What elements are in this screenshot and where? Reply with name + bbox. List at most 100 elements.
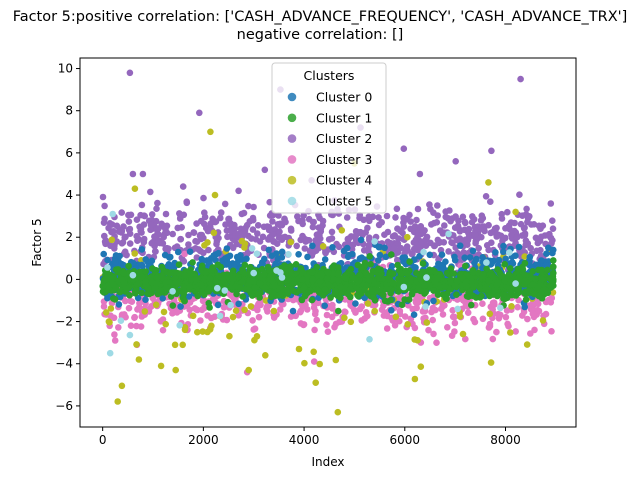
- y-tick-label: 6: [65, 146, 73, 160]
- data-point: [311, 326, 318, 334]
- data-point: [151, 285, 159, 292]
- data-point: [101, 202, 108, 210]
- data-point: [111, 296, 119, 303]
- data-point: [526, 302, 533, 309]
- data-point: [229, 275, 237, 283]
- data-point: [331, 287, 339, 295]
- data-point: [235, 187, 242, 195]
- data-point: [137, 225, 145, 233]
- data-point: [122, 297, 129, 305]
- data-point: [463, 283, 470, 290]
- data-point: [454, 305, 462, 313]
- data-point: [483, 265, 490, 273]
- data-point: [179, 183, 187, 190]
- data-point: [147, 226, 154, 234]
- data-point: [359, 231, 366, 239]
- data-point: [110, 281, 117, 288]
- data-point: [452, 158, 460, 165]
- data-point: [521, 253, 528, 260]
- data-point: [253, 250, 261, 257]
- data-point: [471, 318, 479, 326]
- data-point: [470, 284, 478, 291]
- data-point: [304, 253, 311, 261]
- legend-title: Clusters: [304, 68, 355, 83]
- data-point: [105, 285, 113, 293]
- data-point: [321, 302, 329, 310]
- data-point: [385, 276, 392, 283]
- data-point: [311, 310, 319, 318]
- data-point: [126, 225, 134, 233]
- data-point: [319, 243, 327, 250]
- legend-entry-label: Cluster 0: [316, 90, 372, 105]
- data-point: [233, 253, 241, 261]
- data-point: [274, 255, 282, 263]
- data-point: [549, 217, 556, 224]
- data-point: [381, 244, 388, 252]
- data-point: [517, 75, 524, 83]
- legend: Clusters Cluster 0 Cluster 1 Cluster 2 Clust…: [271, 62, 387, 214]
- data-point: [253, 333, 261, 340]
- data-point: [364, 272, 372, 279]
- data-point: [229, 313, 237, 321]
- data-point: [329, 270, 337, 277]
- data-point: [222, 282, 229, 290]
- data-point: [378, 219, 386, 226]
- data-point: [453, 236, 460, 244]
- data-point: [181, 326, 189, 334]
- data-point: [241, 244, 248, 251]
- data-point: [323, 311, 331, 319]
- data-point: [272, 260, 279, 268]
- data-point: [366, 234, 373, 241]
- data-point: [411, 223, 419, 230]
- data-point: [512, 292, 520, 299]
- data-point: [166, 270, 174, 277]
- data-point: [489, 291, 497, 298]
- data-point: [107, 305, 115, 312]
- data-point: [420, 248, 427, 256]
- data-point: [550, 269, 557, 277]
- y-tick-label: 2: [65, 230, 73, 244]
- data-point: [477, 217, 485, 224]
- legend-marker: [287, 113, 297, 123]
- data-point: [115, 301, 123, 308]
- data-point: [197, 317, 204, 324]
- data-point: [343, 214, 351, 221]
- data-point: [186, 248, 194, 255]
- data-point: [223, 245, 231, 252]
- data-point: [374, 281, 381, 288]
- data-point: [209, 216, 217, 224]
- data-point: [178, 224, 185, 231]
- data-point: [371, 238, 378, 245]
- data-point: [288, 271, 295, 279]
- data-point: [177, 235, 185, 243]
- data-point: [544, 289, 552, 297]
- data-point: [129, 271, 137, 279]
- data-point: [156, 239, 164, 247]
- data-point: [106, 319, 113, 326]
- data-point: [380, 302, 387, 310]
- data-point: [524, 315, 531, 323]
- data-point: [171, 274, 179, 282]
- data-point: [512, 328, 519, 335]
- data-point: [308, 269, 316, 276]
- data-point: [235, 300, 242, 308]
- data-point: [104, 264, 111, 271]
- data-point: [245, 202, 252, 210]
- data-point: [415, 228, 422, 236]
- data-point: [264, 263, 272, 271]
- data-point: [157, 287, 164, 295]
- data-point: [99, 193, 107, 201]
- data-point: [356, 214, 363, 222]
- data-point: [210, 229, 218, 237]
- data-point: [142, 296, 149, 304]
- data-point: [383, 212, 391, 220]
- data-point: [256, 294, 263, 301]
- data-point: [482, 284, 489, 291]
- data-point: [495, 256, 503, 264]
- data-point: [529, 281, 537, 289]
- data-point: [507, 288, 515, 296]
- data-point: [162, 210, 170, 218]
- data-point: [147, 221, 155, 229]
- x-axis-label: Index: [311, 455, 344, 469]
- data-point: [114, 398, 121, 405]
